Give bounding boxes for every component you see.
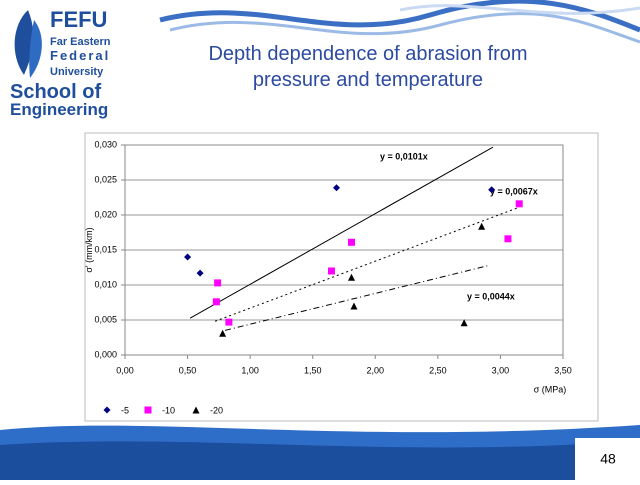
y-tick-label: 0,020 [94,209,117,219]
trendline [214,206,520,322]
logo-line: Far Eastern [50,36,111,48]
legend-marker [103,406,111,414]
page-box [575,438,640,480]
point [214,279,222,287]
point [184,253,192,261]
point [350,302,358,310]
y-axis-label: σ' (mm/km) [84,227,94,272]
x-tick-label: 1,00 [241,365,259,375]
point [196,269,204,277]
y-tick-label: 0,015 [94,244,117,254]
point [504,235,512,243]
footer-wave [0,440,640,480]
logo-mark [14,10,34,75]
wave [399,4,640,15]
page-number: 48 [600,451,616,467]
y-tick-label: 0,000 [94,349,117,359]
point [219,329,227,337]
point [460,319,468,327]
logo-name: FEFU [50,7,107,32]
x-tick-label: 1,50 [304,365,322,375]
point [348,238,356,246]
point [332,184,340,192]
x-tick-label: 3,00 [492,365,510,375]
x-tick-label: 0,00 [116,365,134,375]
legend-marker [144,406,152,414]
trendline-label: y = 0,0101x [380,151,428,161]
point [478,222,486,230]
point [225,318,233,326]
x-tick-label: 2,00 [367,365,385,375]
y-tick-label: 0,005 [94,314,117,324]
slide-title: Depth dependence of abrasion from [208,43,527,65]
point [515,200,523,208]
legend-label: -5 [121,405,129,415]
x-axis-label: σ (MPa) [534,384,567,394]
legend-marker [192,406,200,414]
trendline [224,265,489,331]
plot-border [124,144,564,356]
chart: 0,000 0,005 0,010 0,015 0,020 0,025 0,030 0,00 0… [84,139,572,415]
logo-school: Engineering [10,100,108,119]
slide-title: pressure and temperature [253,69,483,91]
wave [159,0,640,33]
y-tick-label: 0,030 [94,139,117,149]
chart-area [84,132,599,422]
trendline-label: y = 0,0067x [490,186,538,196]
x-tick-label: 0,50 [179,365,197,375]
point [348,273,356,281]
trendline [189,146,494,319]
point [327,267,335,275]
legend-label: -10 [162,405,175,415]
wave [169,12,640,44]
x-tick-label: 3,50 [554,365,572,375]
logo-line: University [50,66,104,78]
y-tick-label: 0,025 [94,174,117,184]
point [212,298,220,306]
logo-school: School of [10,81,101,103]
trendline-label: y = 0,0044x [467,291,515,301]
y-tick-label: 0,010 [94,279,117,289]
x-tick-label: 2,50 [429,365,447,375]
point [488,186,496,194]
logo-line: Federal [50,48,110,63]
logo-mark [29,20,42,78]
legend-label: -20 [210,405,223,415]
